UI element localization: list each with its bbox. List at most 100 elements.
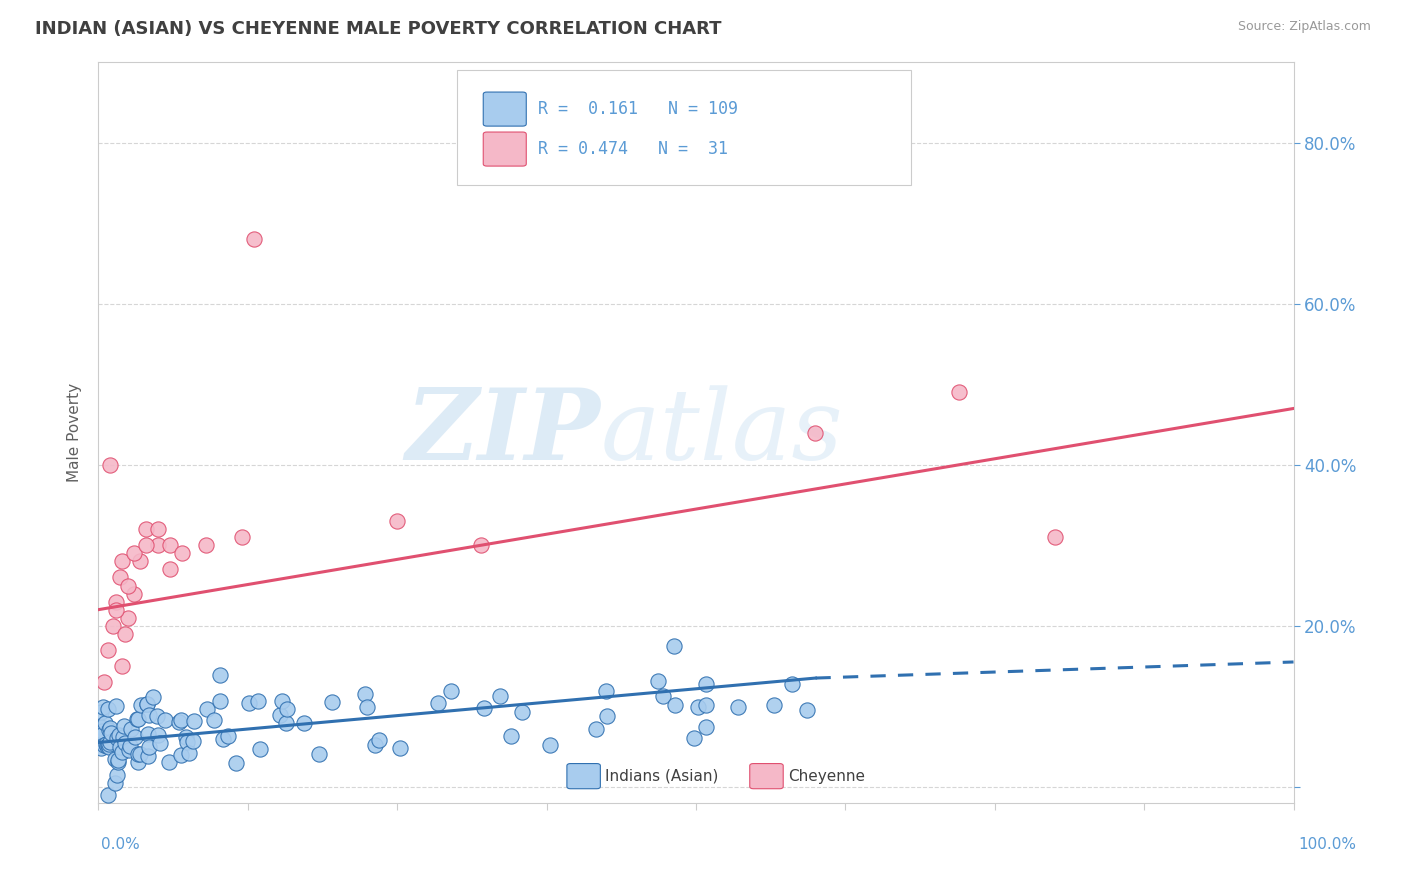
Point: [181, 734, 204, 748]
Point: [127, 712, 149, 726]
Point: [142, 690, 165, 704]
Point: [101, 619, 124, 633]
Point: [804, 425, 827, 440]
Point: [440, 683, 463, 698]
Point: [231, 530, 253, 544]
Point: [212, 732, 235, 747]
Point: [195, 538, 218, 552]
Point: [427, 696, 450, 710]
Point: [948, 385, 970, 400]
Point: [129, 698, 152, 712]
FancyBboxPatch shape: [749, 764, 783, 789]
Point: [321, 695, 343, 709]
Point: [585, 722, 607, 736]
Point: [127, 747, 149, 761]
Point: [647, 673, 669, 688]
Point: [270, 694, 292, 708]
Point: [127, 755, 149, 769]
Point: [96, 739, 118, 754]
Point: [172, 546, 194, 560]
Point: [96, 702, 118, 716]
Point: [124, 586, 146, 600]
Point: [111, 659, 134, 673]
Point: [98, 721, 121, 735]
Point: [195, 702, 218, 716]
Point: [269, 707, 291, 722]
Point: [98, 737, 121, 751]
Point: [108, 739, 131, 754]
Point: [146, 708, 169, 723]
Point: [170, 747, 193, 762]
Point: [105, 698, 128, 713]
Point: [93, 675, 115, 690]
Point: [135, 522, 157, 536]
Point: [470, 538, 492, 552]
Point: [780, 677, 803, 691]
Point: [93, 727, 115, 741]
Point: [90, 725, 112, 739]
Point: [138, 739, 160, 754]
Point: [695, 698, 717, 712]
Point: [364, 738, 387, 752]
Point: [114, 627, 136, 641]
Point: [124, 730, 146, 744]
Point: [148, 522, 170, 536]
Point: [472, 701, 495, 715]
Point: [100, 734, 122, 748]
Point: [136, 727, 159, 741]
Text: R = 0.474   N =  31: R = 0.474 N = 31: [538, 140, 728, 158]
Point: [114, 736, 136, 750]
Point: [118, 739, 141, 754]
Point: [353, 687, 375, 701]
Point: [98, 723, 121, 737]
Point: [118, 743, 141, 757]
Point: [105, 768, 128, 782]
Point: [179, 747, 201, 761]
Point: [129, 747, 152, 762]
Point: [136, 748, 159, 763]
Point: [538, 738, 561, 752]
Point: [90, 705, 112, 719]
Point: [208, 694, 231, 708]
Point: [105, 594, 128, 608]
Point: [159, 538, 181, 552]
Point: [90, 736, 112, 750]
Point: [94, 715, 117, 730]
Point: [105, 602, 128, 616]
Point: [388, 740, 411, 755]
Point: [135, 538, 157, 552]
Point: [96, 737, 118, 751]
Point: [651, 689, 673, 703]
Point: [501, 729, 523, 743]
Point: [368, 733, 391, 747]
Point: [762, 698, 785, 712]
Text: 0.0%: 0.0%: [101, 837, 141, 852]
Point: [209, 667, 232, 681]
FancyBboxPatch shape: [484, 132, 526, 166]
Point: [183, 714, 205, 728]
Y-axis label: Male Poverty: Male Poverty: [67, 383, 83, 483]
Point: [695, 720, 717, 734]
Point: [217, 729, 239, 743]
Point: [510, 706, 533, 720]
Point: [93, 738, 115, 752]
Point: [97, 788, 120, 802]
Point: [174, 731, 197, 745]
Point: [129, 554, 152, 568]
Point: [127, 712, 149, 726]
Point: [112, 719, 135, 733]
Point: [356, 700, 378, 714]
Point: [105, 731, 128, 745]
Point: [595, 684, 617, 698]
Point: [98, 458, 122, 472]
Point: [90, 720, 112, 734]
Text: R =  0.161   N = 109: R = 0.161 N = 109: [538, 100, 738, 118]
Point: [247, 693, 270, 707]
Point: [120, 722, 142, 736]
Text: Source: ZipAtlas.com: Source: ZipAtlas.com: [1237, 20, 1371, 33]
Point: [111, 730, 134, 744]
Point: [167, 714, 190, 729]
Point: [202, 714, 225, 728]
Point: [176, 735, 198, 749]
Point: [595, 709, 617, 723]
